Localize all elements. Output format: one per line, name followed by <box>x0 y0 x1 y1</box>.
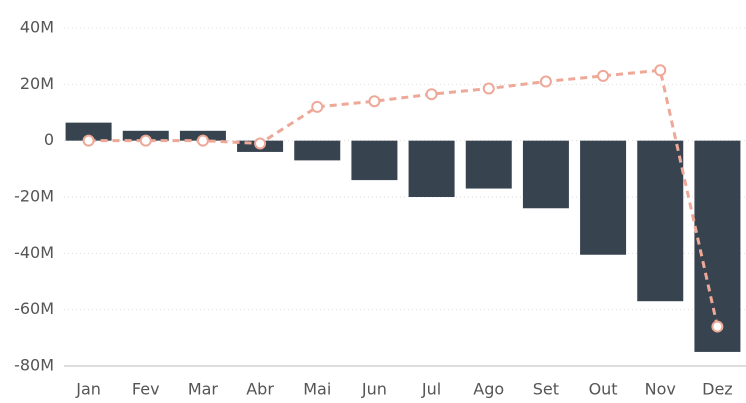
x-tick-label: Abr <box>246 380 274 399</box>
bar <box>351 140 398 181</box>
bar <box>65 122 112 141</box>
x-tick-label: Out <box>589 380 618 399</box>
x-tick-label: Jul <box>421 380 441 399</box>
line <box>88 68 719 327</box>
y-tick-label: -80M <box>14 356 54 375</box>
bar <box>637 140 684 302</box>
line-marker <box>711 320 724 333</box>
x-tick-label: Jun <box>361 380 387 399</box>
x-tick-label: Dez <box>702 380 733 399</box>
line-marker <box>597 69 610 82</box>
line-marker <box>196 134 209 147</box>
bar <box>294 140 341 161</box>
bar <box>465 140 512 189</box>
line-marker <box>139 134 152 147</box>
y-tick-label: -40M <box>14 243 54 262</box>
bar <box>522 140 569 209</box>
x-tick-label: Fev <box>132 380 160 399</box>
bar <box>580 140 627 255</box>
line-marker <box>425 88 438 101</box>
x-tick-label: Mai <box>303 380 331 399</box>
line-marker <box>82 134 95 147</box>
x-tick-label: Mar <box>188 380 219 399</box>
line-marker <box>368 95 381 108</box>
x-tick-label: Ago <box>473 380 504 399</box>
line-marker <box>482 82 495 95</box>
line-marker <box>254 137 267 150</box>
x-tick-label: Jan <box>75 380 101 399</box>
x-tick-label: Set <box>533 380 559 399</box>
bar <box>408 140 455 197</box>
bar <box>694 140 741 352</box>
line-marker <box>311 100 324 113</box>
line-marker <box>654 64 667 77</box>
line-marker <box>539 75 552 88</box>
x-tick-label: Nov <box>645 380 676 399</box>
y-tick-label: 20M <box>20 74 54 93</box>
y-tick-label: -60M <box>14 299 54 318</box>
y-tick-label: -20M <box>14 187 54 206</box>
y-tick-label: 0 <box>44 130 54 149</box>
y-tick-label: 40M <box>20 18 54 37</box>
